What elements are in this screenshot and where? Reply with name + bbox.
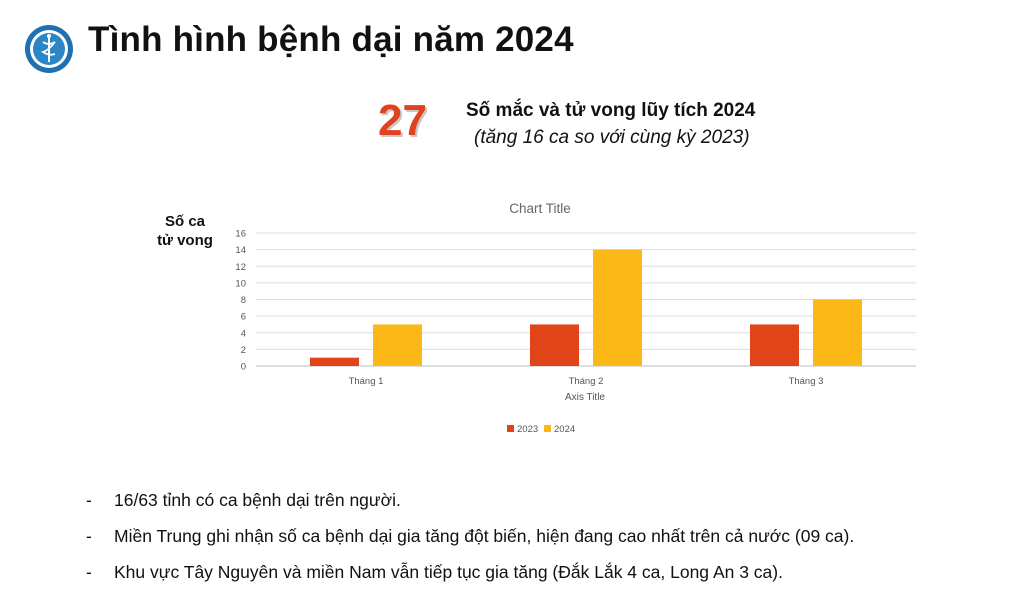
bar-2024 bbox=[593, 249, 642, 366]
y-tick-label: 14 bbox=[235, 245, 246, 256]
y-tick-label: 0 bbox=[241, 362, 246, 373]
bullet-item: - 16/63 tỉnh có ca bệnh dại trên người. bbox=[86, 488, 854, 524]
bullet-text: Khu vực Tây Nguyên và miền Nam vẫn tiếp … bbox=[114, 562, 783, 582]
x-tick-label: Tháng 1 bbox=[349, 376, 384, 387]
summary-subheadline: (tăng 16 ca so với cùng kỳ 2023) bbox=[474, 127, 750, 148]
summary-headline: Số mắc và tử vong lũy tích 2024 bbox=[466, 100, 756, 121]
bullet-marker: - bbox=[86, 526, 92, 546]
page-title: Tình hình bệnh dại năm 2024 bbox=[88, 20, 574, 59]
y-tick-label: 2 bbox=[241, 345, 246, 356]
x-axis-title: Axis Title bbox=[565, 392, 605, 403]
y-tick-label: 12 bbox=[235, 262, 246, 273]
caduceus-emblem-icon bbox=[25, 25, 73, 73]
chart-title: Chart Title bbox=[509, 201, 571, 216]
bullet-list: - 16/63 tỉnh có ca bệnh dại trên người. … bbox=[86, 488, 854, 596]
legend-swatch bbox=[507, 425, 514, 432]
bar-2023 bbox=[530, 324, 579, 366]
deaths-side-label: Số ca tử vong bbox=[140, 212, 230, 250]
bullet-text: Miền Trung ghi nhận số ca bệnh dại gia t… bbox=[114, 526, 855, 546]
deaths-side-label-line-2: tử vong bbox=[157, 232, 213, 249]
legend-label: 2024 bbox=[554, 424, 575, 435]
bullet-text: 16/63 tỉnh có ca bệnh dại trên người. bbox=[114, 490, 401, 510]
bar-2024 bbox=[813, 299, 862, 366]
y-tick-label: 10 bbox=[235, 278, 246, 289]
legend-label: 2023 bbox=[517, 424, 538, 435]
death-count-number: 27 bbox=[378, 96, 427, 145]
bar-2023 bbox=[750, 324, 799, 366]
legend-swatch bbox=[544, 425, 551, 432]
bullet-marker: - bbox=[86, 490, 92, 510]
y-tick-label: 6 bbox=[241, 312, 246, 323]
ministry-logo bbox=[24, 24, 74, 74]
bullet-item: - Miền Trung ghi nhận số ca bệnh dại gia… bbox=[86, 524, 854, 560]
x-tick-label: Tháng 3 bbox=[789, 376, 824, 387]
bullet-marker: - bbox=[86, 562, 92, 582]
deaths-side-label-line-1: Số ca bbox=[164, 213, 206, 230]
bar-2024 bbox=[373, 324, 422, 366]
y-tick-label: 4 bbox=[241, 328, 246, 339]
x-tick-label: Tháng 2 bbox=[569, 376, 604, 387]
bar-2023 bbox=[310, 357, 359, 366]
y-tick-label: 8 bbox=[241, 295, 246, 306]
y-tick-label: 16 bbox=[235, 229, 246, 240]
bullet-item: - Khu vực Tây Nguyên và miền Nam vẫn tiế… bbox=[86, 560, 854, 596]
